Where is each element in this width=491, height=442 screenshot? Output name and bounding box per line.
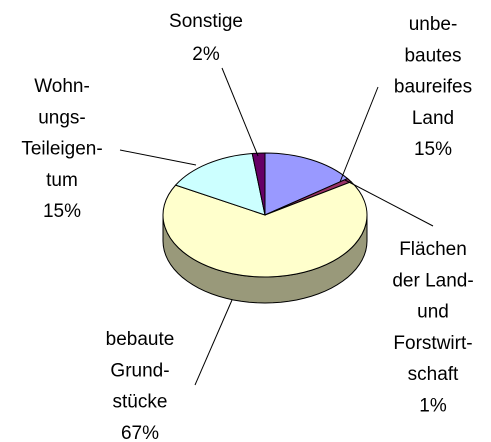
label-line: Flächen bbox=[399, 239, 467, 260]
value-label: 15% bbox=[43, 201, 81, 222]
label-line: Grund- bbox=[110, 360, 169, 381]
leader-line bbox=[344, 179, 434, 227]
label-line: unbe- bbox=[409, 14, 458, 35]
label-line: Forstwirt- bbox=[393, 333, 472, 354]
label-line: ungs- bbox=[38, 107, 86, 128]
category-label: Wohn-ungs- Teileigen-tum bbox=[21, 76, 102, 191]
slice bbox=[251, 152, 266, 216]
category-label: Flächen der Land-und Forstwirt-schaft bbox=[392, 239, 473, 385]
label-line: stücke bbox=[113, 392, 168, 413]
category-label: bebaute Grund-stücke bbox=[106, 329, 175, 413]
value-label: 1% bbox=[419, 396, 447, 417]
label-line: Land bbox=[412, 108, 454, 129]
label-line: bautes bbox=[404, 45, 461, 66]
label-line: schaft bbox=[408, 364, 459, 385]
label-line: baureifes bbox=[394, 77, 472, 98]
label-line: und bbox=[417, 302, 449, 323]
leader-line bbox=[194, 299, 233, 386]
label-line: der Land- bbox=[392, 270, 473, 291]
label-line: Sonstige bbox=[169, 11, 243, 32]
value-label: 2% bbox=[192, 44, 220, 65]
label-line: tum bbox=[46, 170, 78, 191]
slice bbox=[264, 152, 349, 216]
leader-line bbox=[221, 67, 259, 157]
category-label: unbe-bautes baureifes Land bbox=[394, 14, 472, 129]
label-line: Teileigen- bbox=[21, 139, 102, 160]
leader-line bbox=[119, 149, 197, 166]
leader-line bbox=[339, 86, 379, 183]
value-label: 67% bbox=[121, 423, 159, 442]
label-line: bebaute bbox=[106, 329, 175, 350]
label-line: Wohn- bbox=[34, 76, 90, 97]
slice bbox=[162, 181, 368, 278]
category-label: Sonstige bbox=[169, 11, 243, 32]
value-label: 15% bbox=[414, 139, 452, 160]
slice bbox=[174, 152, 266, 216]
